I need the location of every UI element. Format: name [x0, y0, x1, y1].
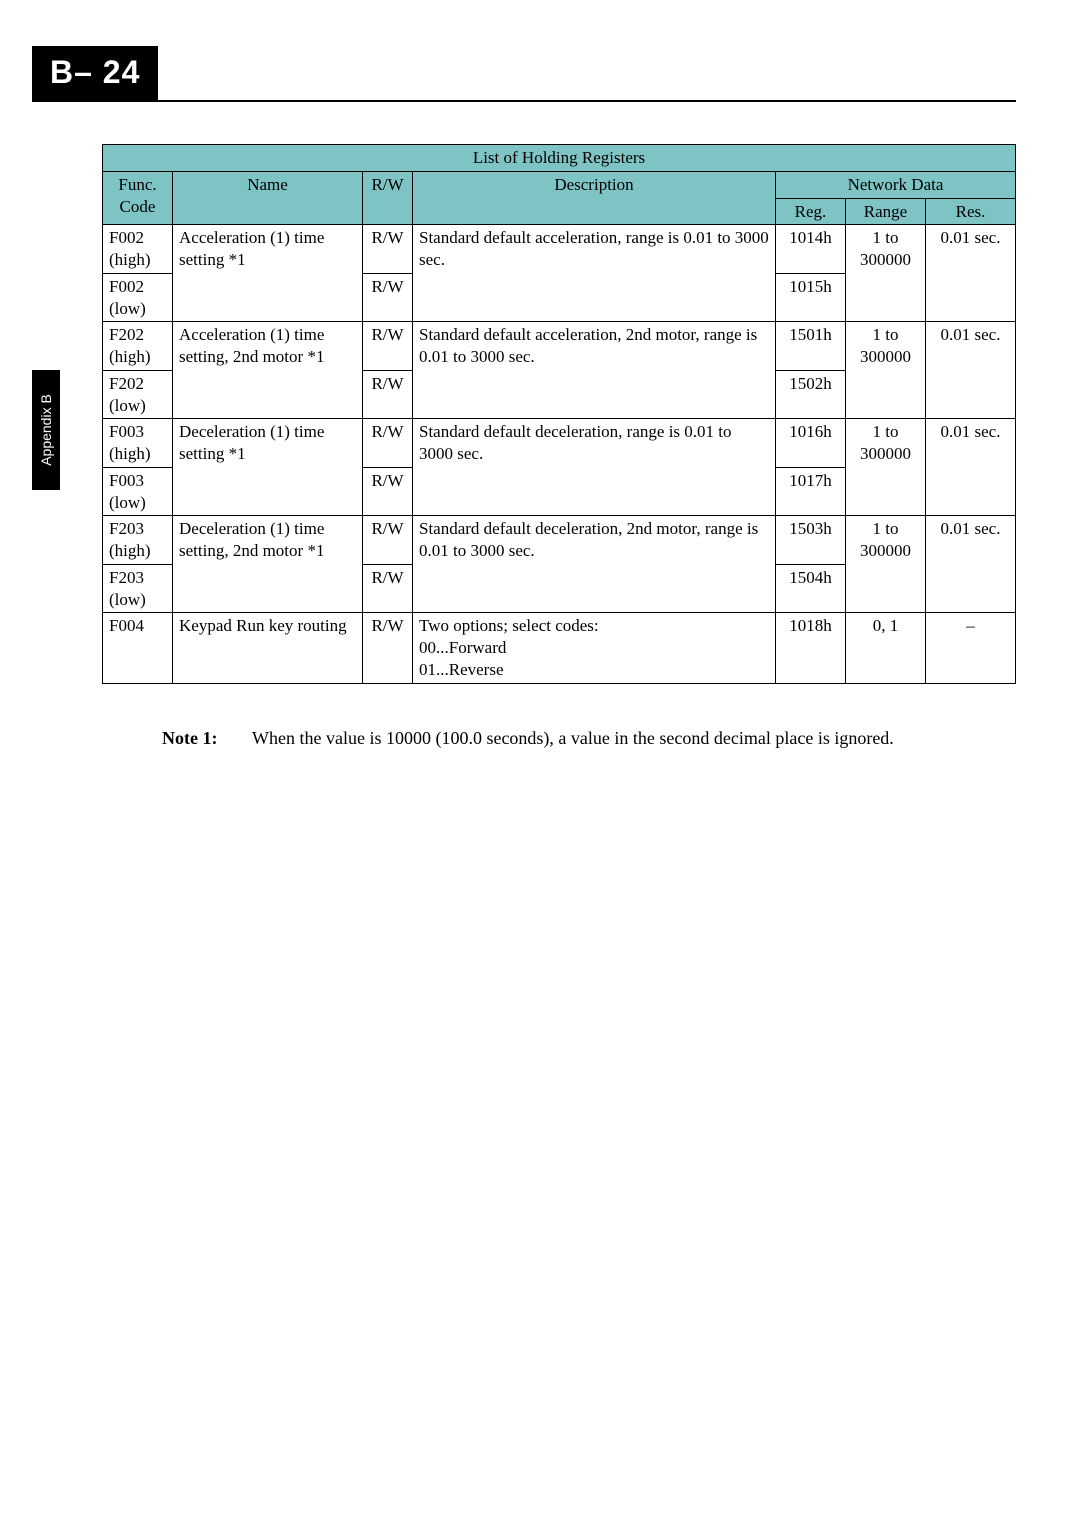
cell-rw: R/W: [363, 613, 413, 683]
table-row: F004 Keypad Run key routing R/W Two opti…: [103, 613, 1016, 683]
cell-code: F202 (low): [103, 370, 173, 419]
cell-name: Acceleration (1) time setting, 2nd motor…: [173, 322, 363, 419]
table-row: F202 (high) Acceleration (1) time settin…: [103, 322, 1016, 371]
cell-code: F002 (high): [103, 225, 173, 274]
cell-reg: 1015h: [776, 273, 846, 322]
th-range: Range: [846, 198, 926, 225]
cell-res: 0.01 sec.: [926, 322, 1016, 419]
cell-name: Deceleration (1) time setting, 2nd motor…: [173, 516, 363, 613]
cell-desc: Two options; select codes: 00...Forward …: [413, 613, 776, 683]
cell-reg: 1502h: [776, 370, 846, 419]
cell-reg: 1014h: [776, 225, 846, 274]
note-label: Note 1:: [162, 726, 252, 750]
cell-code: F003 (low): [103, 467, 173, 516]
cell-res: 0.01 sec.: [926, 516, 1016, 613]
cell-name: Keypad Run key routing: [173, 613, 363, 683]
cell-rw: R/W: [363, 273, 413, 322]
th-reg: Reg.: [776, 198, 846, 225]
registers-table: List of Holding Registers Func. Code Nam…: [102, 144, 1016, 684]
cell-range: 1 to 300000: [846, 322, 926, 419]
cell-rw: R/W: [363, 467, 413, 516]
table-title: List of Holding Registers: [103, 145, 1016, 172]
cell-rw: R/W: [363, 516, 413, 565]
cell-code: F002 (low): [103, 273, 173, 322]
cell-rw: R/W: [363, 225, 413, 274]
cell-reg: 1503h: [776, 516, 846, 565]
cell-desc: Standard default acceleration, range is …: [413, 225, 776, 322]
header-bar: B– 24: [32, 46, 1016, 102]
header-tab: B– 24: [32, 46, 158, 101]
content-region: List of Holding Registers Func. Code Nam…: [102, 144, 1016, 750]
registers-thead: List of Holding Registers Func. Code Nam…: [103, 145, 1016, 225]
cell-code: F203 (high): [103, 516, 173, 565]
cell-name: Deceleration (1) time setting *1: [173, 419, 363, 516]
cell-rw: R/W: [363, 564, 413, 613]
page: B– 24 Appendix B List of Holding Registe…: [0, 0, 1080, 1534]
th-func-code: Func. Code: [103, 171, 173, 225]
note-text: When the value is 10000 (100.0 seconds),…: [252, 726, 976, 750]
cell-desc: Standard default acceleration, 2nd motor…: [413, 322, 776, 419]
th-name: Name: [173, 171, 363, 225]
cell-reg: 1018h: [776, 613, 846, 683]
cell-range: 0, 1: [846, 613, 926, 683]
th-res: Res.: [926, 198, 1016, 225]
registers-tbody: F002 (high) Acceleration (1) time settin…: [103, 225, 1016, 683]
side-tab-label: Appendix B: [38, 394, 54, 466]
side-tab-appendix: Appendix B: [32, 370, 60, 490]
cell-desc: Standard default deceleration, range is …: [413, 419, 776, 516]
th-description: Description: [413, 171, 776, 225]
note-1: Note 1: When the value is 10000 (100.0 s…: [162, 726, 976, 750]
cell-reg: 1017h: [776, 467, 846, 516]
th-network-data: Network Data: [776, 171, 1016, 198]
cell-res: 0.01 sec.: [926, 419, 1016, 516]
cell-range: 1 to 300000: [846, 225, 926, 322]
table-row: F003 (high) Deceleration (1) time settin…: [103, 419, 1016, 468]
cell-desc: Standard default deceleration, 2nd motor…: [413, 516, 776, 613]
cell-reg: 1016h: [776, 419, 846, 468]
cell-rw: R/W: [363, 370, 413, 419]
cell-rw: R/W: [363, 419, 413, 468]
cell-rw: R/W: [363, 322, 413, 371]
cell-code: F004: [103, 613, 173, 683]
cell-res: 0.01 sec.: [926, 225, 1016, 322]
cell-code: F003 (high): [103, 419, 173, 468]
cell-range: 1 to 300000: [846, 516, 926, 613]
th-rw: R/W: [363, 171, 413, 225]
table-row: F002 (high) Acceleration (1) time settin…: [103, 225, 1016, 274]
cell-name: Acceleration (1) time setting *1: [173, 225, 363, 322]
cell-reg: 1504h: [776, 564, 846, 613]
cell-res: –: [926, 613, 1016, 683]
table-row: F203 (high) Deceleration (1) time settin…: [103, 516, 1016, 565]
cell-range: 1 to 300000: [846, 419, 926, 516]
cell-code: F203 (low): [103, 564, 173, 613]
cell-reg: 1501h: [776, 322, 846, 371]
cell-code: F202 (high): [103, 322, 173, 371]
